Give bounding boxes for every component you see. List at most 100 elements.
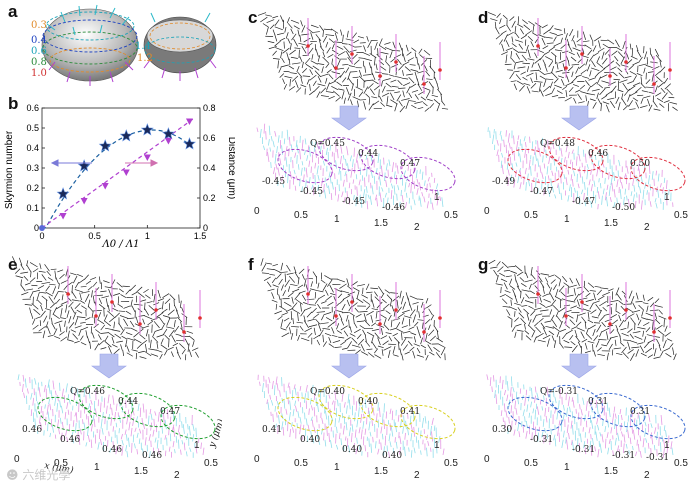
y-tick-label: 1 — [664, 440, 670, 451]
skyrmion-number-label: -0.49 — [492, 177, 515, 187]
skyrmion-number-label: 0.40 — [358, 397, 378, 407]
skyrmion-number-label: -0.31 — [530, 435, 553, 445]
y2-tick-label: 0 — [203, 223, 208, 233]
y2-tick-label: 0.8 — [203, 103, 216, 113]
distance-point — [59, 213, 67, 220]
distance-point — [185, 118, 193, 125]
right-spheroid — [143, 12, 217, 81]
vector-field-top — [11, 256, 199, 361]
vector-field-3d — [487, 127, 674, 210]
y-tick-label: 0.5 — [674, 458, 688, 469]
skyrmion-number-label: -0.45 — [342, 197, 365, 207]
panel-letter-g: g — [478, 255, 489, 274]
panel-f-figure: Q=0.400.400.410.410.400.400.400 0.5 1 1.5 20… — [254, 258, 458, 481]
skyrmion-number-label: -0.31 — [572, 445, 595, 455]
y2-tick-label: 0.6 — [203, 133, 216, 143]
panel-c-figure: Q=0.45 0.44 0.47 -0.45 -0.45 -0.45 -0.46 0 0.5 1 1… — [254, 12, 458, 233]
panel-a-spheroids: 0.3 0.4 0.6 0.8 1.0 1.4 1.2 — [31, 4, 217, 86]
y2-tick-label: 0.2 — [203, 193, 216, 203]
distance-point — [101, 183, 109, 190]
panel-letter-c: c — [248, 8, 258, 27]
vector-field-top — [488, 12, 678, 113]
skyrmion-number-label: Q=-0.31 — [540, 387, 578, 397]
tick-1.4: 1.4 — [135, 41, 151, 52]
distance-point — [80, 198, 88, 205]
skyrmion-number-label: 0.40 — [382, 451, 402, 461]
axes-3d: 0 0.5 1 1.5 2 0.5 1 — [484, 192, 688, 233]
panel-letter-a: a — [8, 2, 18, 21]
skyrmion-point — [140, 123, 154, 136]
x-tick-label: 0 — [254, 454, 260, 465]
transition-arrow — [561, 353, 597, 379]
x-tick-label: 0 — [254, 206, 260, 217]
x-tick-label: 1 — [564, 462, 570, 473]
vector-field-3d — [256, 123, 444, 210]
x-tick-label: 1 — [334, 214, 340, 225]
y-axis-label: Skyrmion number — [4, 130, 15, 209]
skyrmion-number-label: 0.46 — [22, 425, 42, 435]
y-tick-label: 1 — [194, 440, 200, 451]
singularity-markers — [536, 266, 672, 342]
skyrmion-number-label: 0.46 — [142, 451, 162, 461]
x-tick-label: 1 — [145, 231, 150, 241]
panel-letter-b: b — [8, 94, 19, 113]
skyrmion-number-label: 0.30 — [492, 425, 512, 435]
y-tick-label: 0.5 — [444, 458, 458, 469]
skyrmion-number-label: -0.45 — [262, 177, 285, 187]
y-tick-label: 0 — [34, 223, 39, 233]
tick-1.2: 1.2 — [137, 53, 153, 64]
skyrmion-number-label: 0.46 — [588, 149, 608, 159]
watermark-icon: ☻ — [6, 468, 23, 482]
panel-d-figure: Q=0.48 0.46 0.50 -0.49 -0.47 -0.47 -0.50 0 0.5 1 1… — [484, 12, 688, 233]
vector-field-top — [257, 12, 449, 113]
panel-g-figure: Q=-0.310.310.310.30-0.31-0.31-0.31 -0.310… — [484, 259, 688, 481]
transition-arrow — [331, 353, 367, 379]
plot-frame — [41, 107, 201, 229]
skyrmion-point — [39, 225, 45, 231]
skyrmion-number-label: 0.31 — [630, 407, 650, 417]
tick-0.4: 0.4 — [31, 35, 47, 46]
tick-0.3: 0.3 — [31, 20, 47, 31]
skyrmion-number-label: -0.45 — [300, 187, 323, 197]
y-tick-label: 0.3 — [26, 163, 39, 173]
axes-3d: 0 0.5 1 1.5 2 0.5 1 — [484, 440, 688, 481]
skyrmion-point — [77, 159, 91, 172]
singularity-markers — [536, 18, 672, 94]
singularity-markers — [66, 266, 202, 342]
x-tick-label: 0.5 — [294, 458, 308, 469]
panel-letter-d: d — [478, 8, 489, 27]
x-tick-label: 1.5 — [604, 466, 618, 477]
x-tick-label: 0.5 — [294, 210, 308, 221]
y-tick-label: 0.5 — [674, 210, 688, 221]
distance-point — [122, 169, 130, 176]
x-tick-label: 2 — [414, 470, 420, 481]
transition-arrow — [331, 105, 367, 131]
y-tick-label: 0.5 — [26, 123, 39, 133]
x-tick-label: 0 — [484, 454, 490, 465]
skyrmion-number-label: -0.46 — [382, 203, 405, 213]
x-tick-label: 0 — [484, 206, 490, 217]
x-tick-label: 0 — [14, 454, 20, 465]
axes-3d: 0 0.5 1 1.5 2 0.5 1 — [254, 192, 458, 233]
vector-field-top — [488, 259, 677, 362]
x-tick-label: 1 — [334, 462, 340, 473]
x-tick-label: 2 — [414, 222, 420, 233]
y-tick-label: 1 — [434, 192, 440, 203]
y2-tick-label: 0.4 — [203, 163, 216, 173]
y-tick-label: 0.2 — [26, 183, 39, 193]
skyrmion-number-label: 0.44 — [358, 149, 378, 159]
skyrmion-number-label: 0.41 — [262, 425, 282, 435]
skyrmion-number-label: Q=0.46 — [70, 387, 105, 397]
left-axis-arrow — [50, 159, 92, 167]
panel-b-chart: 0 0.5 1 1.5 0 0.1 0.2 0.3 0.4 0.5 0.6 0 0.2 0.4 0.6 0… — [4, 103, 235, 250]
singularity-markers — [306, 266, 442, 342]
vector-field-3d — [17, 374, 205, 458]
x-axis-label: x (μm) — [43, 460, 74, 476]
x-tick-label: 0.5 — [54, 458, 68, 469]
x-tick-label: 0.5 — [88, 231, 101, 241]
vector-field-3d — [486, 374, 674, 458]
skyrmion-point — [98, 139, 112, 152]
skyrmion-rings — [507, 136, 686, 192]
vector-field-top — [260, 258, 446, 361]
skyrmion-rings — [277, 384, 456, 440]
